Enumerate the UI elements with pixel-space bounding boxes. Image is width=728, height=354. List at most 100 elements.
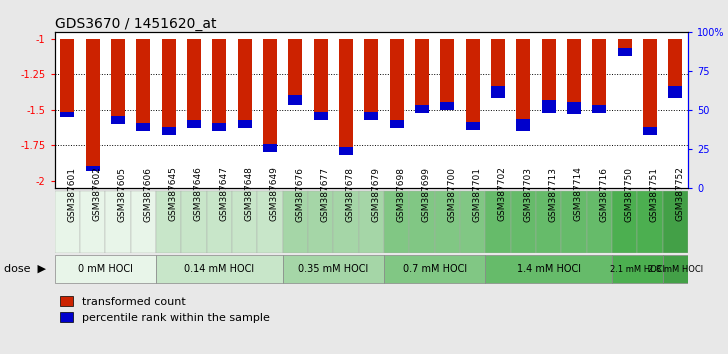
- Bar: [339, 39, 353, 155]
- Text: GSM387677: GSM387677: [320, 166, 330, 222]
- Text: GSM387700: GSM387700: [447, 166, 456, 222]
- Bar: [213, 123, 226, 131]
- FancyBboxPatch shape: [333, 191, 359, 253]
- Text: GSM387648: GSM387648: [245, 167, 253, 222]
- Bar: [516, 39, 530, 131]
- FancyBboxPatch shape: [181, 191, 207, 253]
- FancyBboxPatch shape: [486, 255, 612, 283]
- Text: GSM387605: GSM387605: [118, 166, 127, 222]
- Text: GSM387679: GSM387679: [371, 166, 380, 222]
- Text: GSM387750: GSM387750: [625, 166, 633, 222]
- Bar: [111, 39, 125, 124]
- Bar: [668, 86, 682, 98]
- Bar: [187, 39, 201, 128]
- FancyBboxPatch shape: [55, 255, 156, 283]
- FancyBboxPatch shape: [561, 191, 587, 253]
- Bar: [643, 39, 657, 135]
- Text: GSM387699: GSM387699: [422, 166, 431, 222]
- Text: 0.35 mM HOCl: 0.35 mM HOCl: [298, 264, 368, 274]
- Bar: [389, 39, 403, 128]
- FancyBboxPatch shape: [384, 191, 409, 253]
- Text: GSM387649: GSM387649: [270, 167, 279, 222]
- Text: GSM387601: GSM387601: [67, 166, 76, 222]
- Bar: [288, 95, 302, 105]
- Text: GSM387645: GSM387645: [169, 167, 178, 222]
- Text: GSM387676: GSM387676: [296, 166, 304, 222]
- Text: 0 mM HOCl: 0 mM HOCl: [78, 264, 132, 274]
- FancyBboxPatch shape: [612, 255, 662, 283]
- Bar: [136, 39, 150, 131]
- FancyBboxPatch shape: [536, 191, 561, 253]
- Text: GSM387698: GSM387698: [397, 166, 405, 222]
- FancyBboxPatch shape: [359, 191, 384, 253]
- Text: 0.7 mM HOCl: 0.7 mM HOCl: [403, 264, 467, 274]
- Text: GDS3670 / 1451620_at: GDS3670 / 1451620_at: [55, 17, 216, 31]
- Text: GSM387713: GSM387713: [549, 166, 558, 222]
- Text: GSM387752: GSM387752: [676, 167, 684, 222]
- Bar: [86, 39, 100, 171]
- Bar: [440, 39, 454, 110]
- Bar: [162, 39, 175, 135]
- FancyBboxPatch shape: [156, 191, 181, 253]
- Bar: [86, 166, 100, 171]
- Bar: [288, 39, 302, 105]
- Bar: [389, 120, 403, 128]
- Text: GSM387714: GSM387714: [574, 167, 583, 222]
- Text: 2.1 mM HOCl: 2.1 mM HOCl: [610, 264, 665, 274]
- FancyBboxPatch shape: [384, 255, 486, 283]
- FancyBboxPatch shape: [460, 191, 486, 253]
- FancyBboxPatch shape: [156, 255, 282, 283]
- Bar: [593, 39, 606, 113]
- FancyBboxPatch shape: [282, 255, 384, 283]
- Text: GSM387702: GSM387702: [498, 167, 507, 222]
- FancyBboxPatch shape: [662, 255, 688, 283]
- Bar: [415, 39, 429, 113]
- Bar: [364, 112, 379, 120]
- Text: GSM387678: GSM387678: [346, 166, 355, 222]
- Bar: [567, 39, 581, 114]
- Legend: transformed count, percentile rank within the sample: transformed count, percentile rank withi…: [60, 296, 270, 323]
- Bar: [213, 39, 226, 131]
- Bar: [466, 122, 480, 130]
- Bar: [237, 39, 252, 128]
- FancyBboxPatch shape: [435, 191, 460, 253]
- Bar: [415, 105, 429, 113]
- Bar: [491, 39, 505, 98]
- FancyBboxPatch shape: [486, 191, 510, 253]
- Text: GSM387703: GSM387703: [523, 166, 532, 222]
- Bar: [339, 147, 353, 155]
- FancyBboxPatch shape: [409, 191, 435, 253]
- Bar: [516, 119, 530, 131]
- Bar: [542, 39, 555, 113]
- FancyBboxPatch shape: [207, 191, 232, 253]
- Bar: [466, 39, 480, 130]
- FancyBboxPatch shape: [510, 191, 536, 253]
- FancyBboxPatch shape: [637, 191, 662, 253]
- Bar: [668, 39, 682, 98]
- Bar: [314, 112, 328, 120]
- Bar: [491, 86, 505, 98]
- FancyBboxPatch shape: [612, 191, 637, 253]
- Text: GSM387647: GSM387647: [219, 167, 229, 222]
- Bar: [567, 102, 581, 114]
- Bar: [617, 39, 632, 56]
- Bar: [593, 105, 606, 113]
- Bar: [617, 48, 632, 56]
- Text: GSM387701: GSM387701: [472, 166, 482, 222]
- FancyBboxPatch shape: [55, 191, 80, 253]
- Bar: [60, 112, 74, 117]
- Bar: [314, 39, 328, 120]
- Bar: [237, 120, 252, 128]
- Text: GSM387646: GSM387646: [194, 167, 203, 222]
- Text: dose  ▶: dose ▶: [4, 264, 46, 274]
- Bar: [60, 39, 74, 117]
- Text: GSM387716: GSM387716: [599, 166, 609, 222]
- Text: 2.8 mM HOCl: 2.8 mM HOCl: [648, 264, 703, 274]
- Bar: [263, 144, 277, 152]
- FancyBboxPatch shape: [232, 191, 257, 253]
- Text: 1.4 mM HOCl: 1.4 mM HOCl: [517, 264, 581, 274]
- FancyBboxPatch shape: [282, 191, 308, 253]
- FancyBboxPatch shape: [308, 191, 333, 253]
- FancyBboxPatch shape: [80, 191, 106, 253]
- FancyBboxPatch shape: [106, 191, 130, 253]
